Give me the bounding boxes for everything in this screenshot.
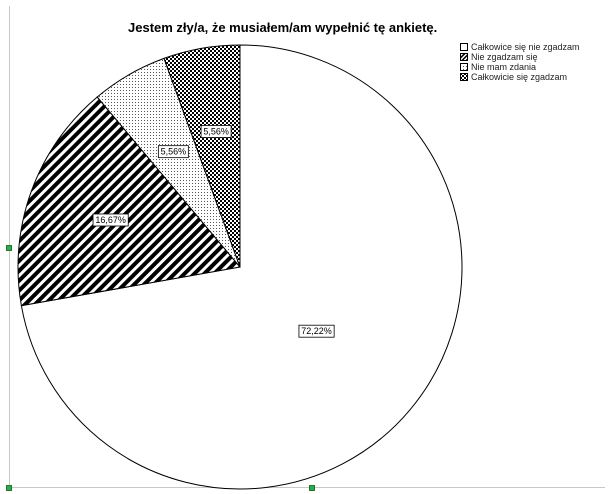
legend-label-disagree: Nie zgadzam się	[471, 52, 538, 62]
pie-slice-strongly-agree	[163, 44, 241, 268]
legend-swatch-no-opinion	[460, 63, 468, 71]
legend-swatch-strongly-disagree	[460, 43, 468, 51]
legend-item-strongly-disagree: Całkowice się nie zgadzam	[460, 42, 580, 52]
pie-slice-strongly-disagree	[20, 44, 463, 490]
chart-title: Jestem zły/a, że musiałem/am wypełnić tę…	[128, 20, 438, 35]
data-label-strongly-disagree: 72,22%	[298, 324, 335, 338]
chart-area-bottom-border	[9, 487, 605, 488]
legend-item-disagree: Nie zgadzam się	[460, 52, 580, 62]
resize-handle-bottom-left[interactable]	[6, 485, 12, 491]
svg-text:72,22%: 72,22%	[301, 326, 332, 336]
resize-handle-left[interactable]	[6, 245, 12, 251]
data-label-strongly-agree: 5,56%	[200, 125, 232, 138]
pie-slice-disagree	[17, 96, 241, 307]
legend-label-strongly-agree: Całkowicie się zgadzam	[471, 72, 568, 82]
legend-swatch-disagree	[460, 53, 468, 61]
legend-swatch-strongly-agree	[460, 73, 468, 81]
svg-text:16,67%: 16,67%	[95, 215, 126, 225]
legend-label-no-opinion: Nie mam zdania	[471, 62, 537, 72]
legend-label-strongly-disagree: Całkowice się nie zgadzam	[471, 42, 580, 52]
data-label-no-opinion: 5,56%	[157, 145, 189, 159]
svg-text:5,56%: 5,56%	[161, 147, 187, 157]
svg-text:5,56%: 5,56%	[203, 126, 229, 136]
chart-legend: Całkowice się nie zgadzam Nie zgadzam się…	[460, 42, 580, 82]
legend-item-no-opinion: Nie mam zdania	[460, 62, 580, 72]
legend-item-strongly-agree: Całkowicie się zgadzam	[460, 72, 580, 82]
resize-handle-bottom[interactable]	[309, 485, 315, 491]
data-label-disagree: 16,67%	[92, 213, 129, 227]
